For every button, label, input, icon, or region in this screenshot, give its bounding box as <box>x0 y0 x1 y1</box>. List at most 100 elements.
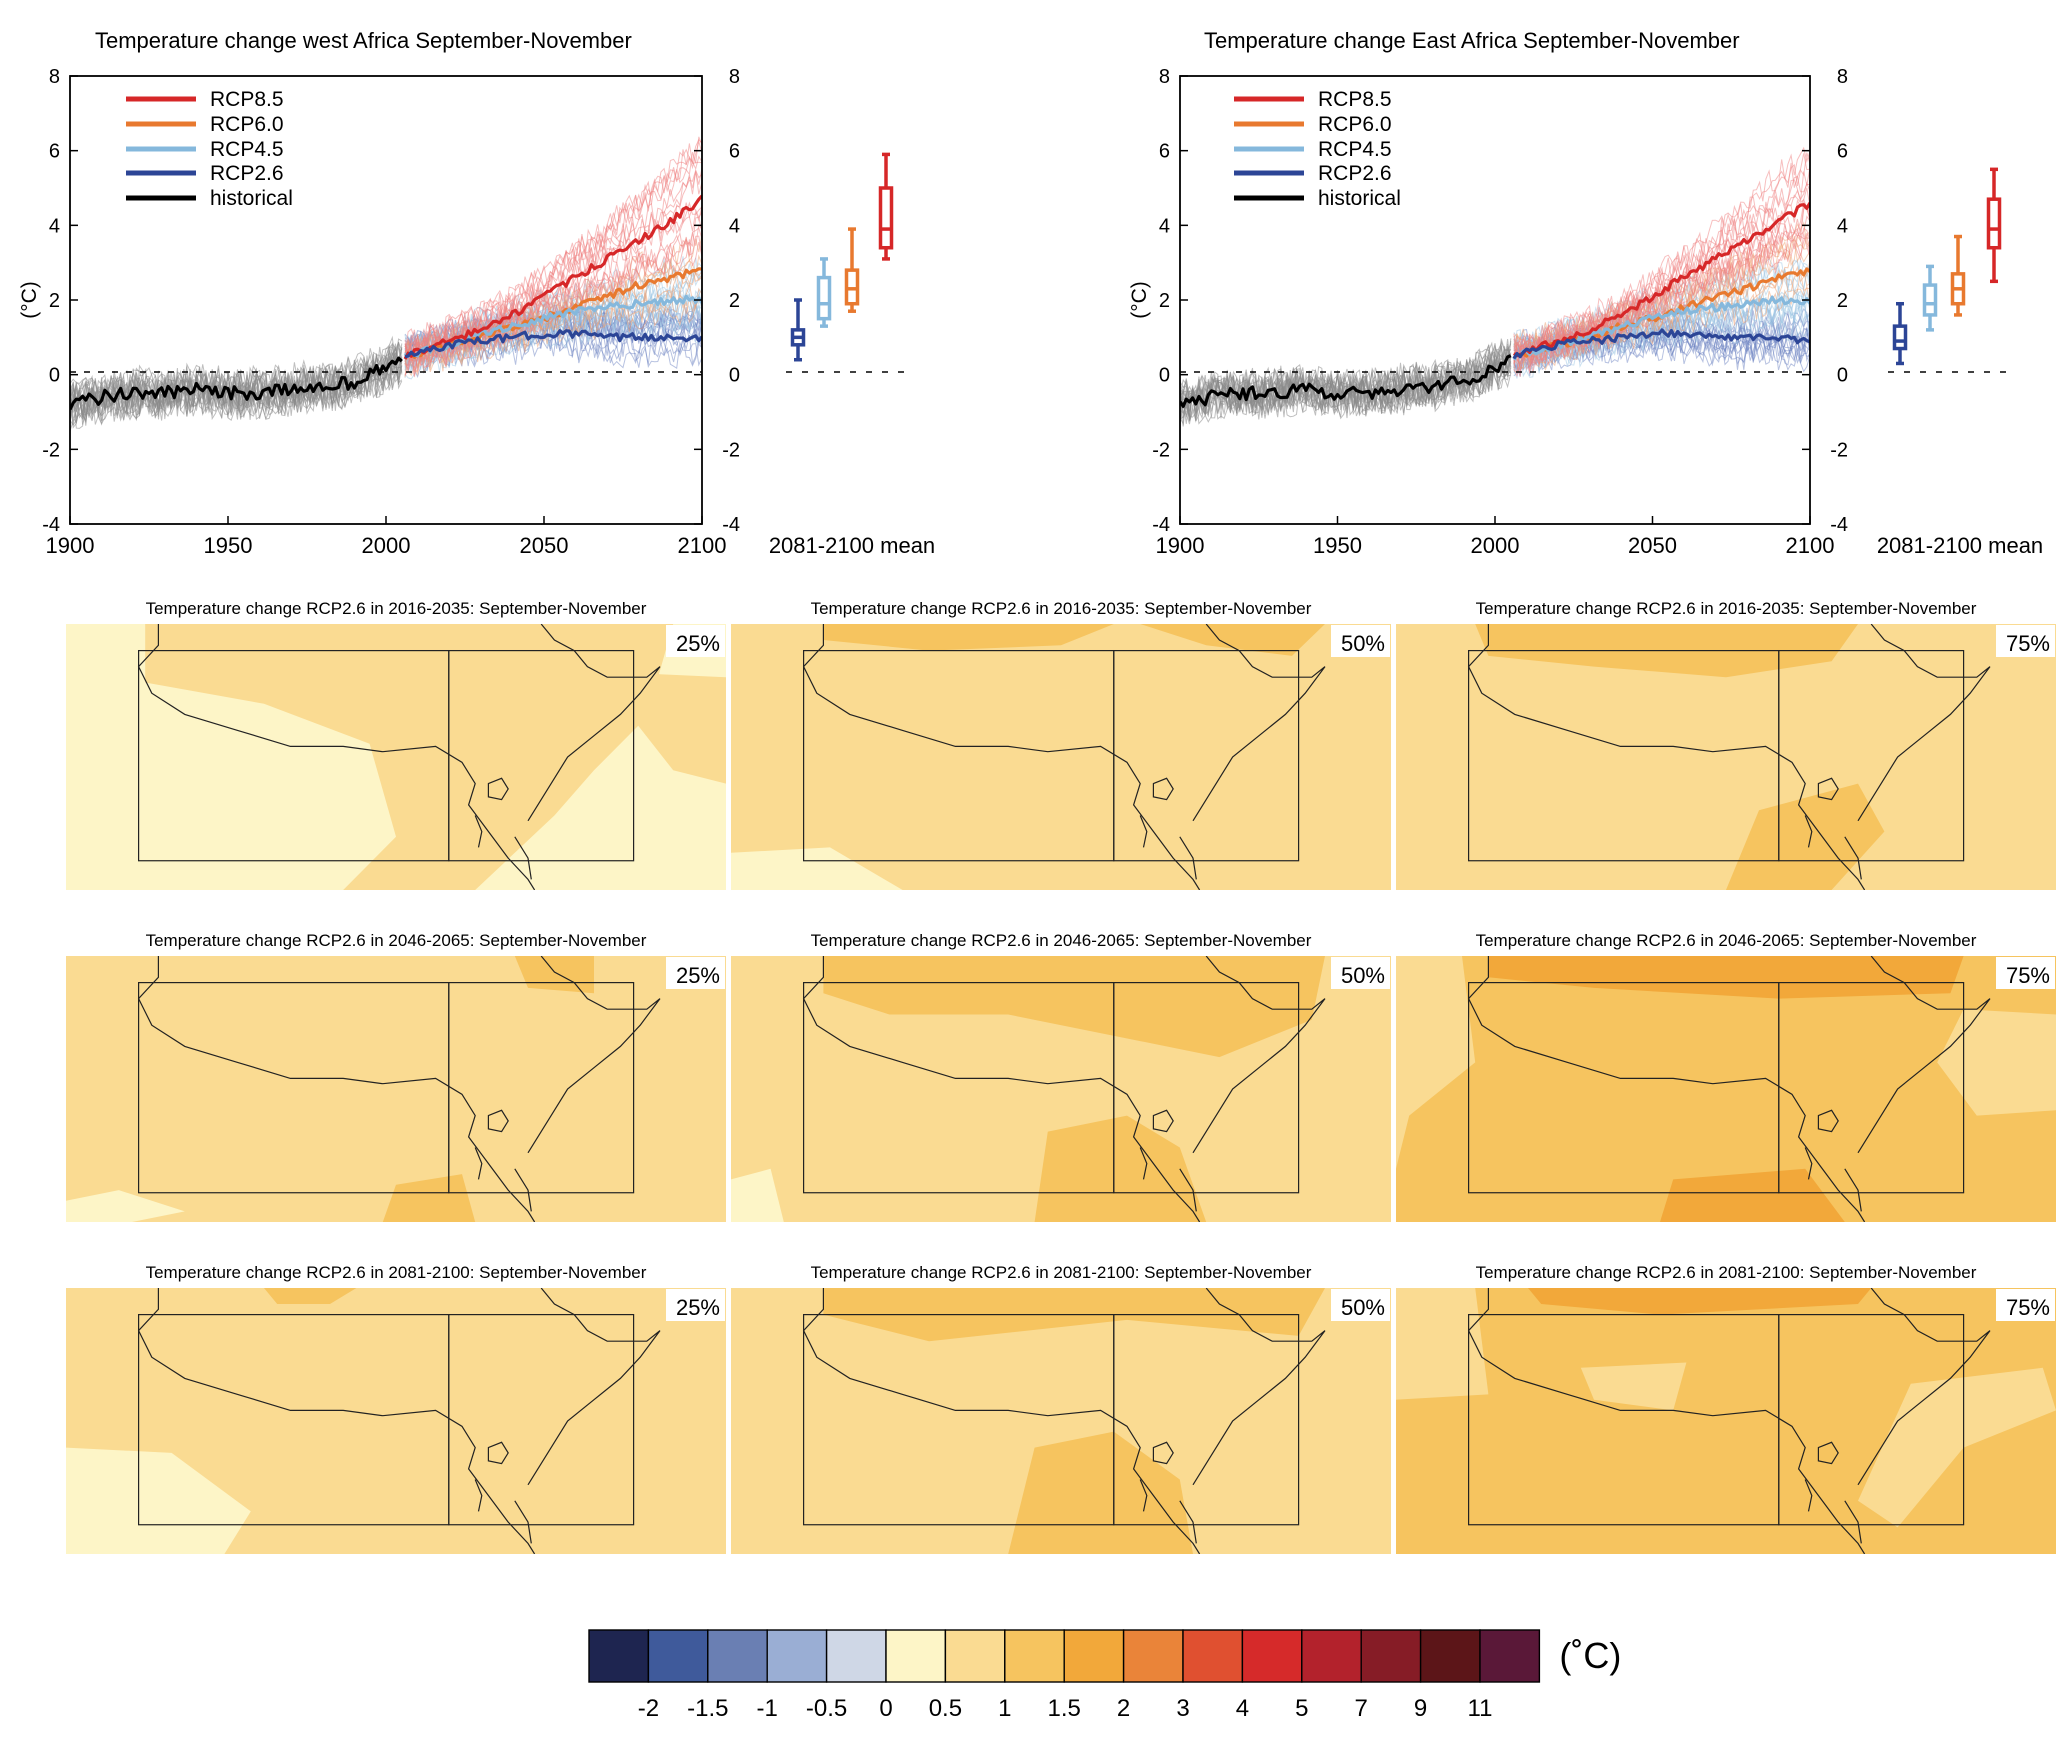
legend-label-historical: historical <box>1318 187 1401 210</box>
coastline <box>1467 624 1866 890</box>
x-tick-label: 2000 <box>362 533 411 558</box>
map-contour-region <box>1858 1367 2056 1528</box>
map-grid: Temperature change RCP2.6 in 2016-2035: … <box>66 599 2056 1554</box>
coastline <box>1857 956 1991 1154</box>
lake-outline <box>1817 777 1839 801</box>
colorbar-tick-label: -1 <box>757 1695 778 1722</box>
coastline <box>1857 1288 1991 1486</box>
lake-outline <box>1139 815 1148 848</box>
y-tick-label-right: 6 <box>729 141 740 163</box>
y-tick-label: 4 <box>49 215 60 237</box>
map-contour-region <box>1937 1009 2056 1116</box>
colorbar-tick-label: 9 <box>1414 1695 1427 1722</box>
map-title: Temperature change RCP2.6 in 2081-2100: … <box>1476 1263 1977 1282</box>
lake-outline <box>1179 836 1197 880</box>
lake-outline <box>487 777 509 801</box>
map-contour-region <box>823 624 1114 651</box>
lake-outline <box>1179 1500 1197 1544</box>
box-iqr <box>1986 197 2002 250</box>
map-field <box>731 624 1391 890</box>
chart-title: Temperature change East Africa September… <box>1204 28 1740 53</box>
boxplot-rcp85 <box>1986 167 2002 284</box>
map-panel: Temperature change RCP2.6 in 2081-2100: … <box>66 1263 726 1554</box>
percentile-label: 25% <box>676 1295 720 1320</box>
map-field <box>66 956 726 1222</box>
colorbar-swatch <box>707 1629 768 1683</box>
legend-label-rcp26: RCP2.6 <box>210 162 284 185</box>
box-iqr <box>816 275 832 321</box>
map-contour-region <box>1140 624 1325 656</box>
boxplot-rcp45 <box>816 257 832 328</box>
colorbar-tick-label: 0 <box>879 1695 892 1722</box>
colorbar-swatch <box>1360 1629 1422 1683</box>
map-field <box>1396 956 2056 1222</box>
y-tick-label: 0 <box>49 365 60 387</box>
y-tick-label-right: 8 <box>729 66 740 88</box>
ensemble-member-rcp85 <box>1513 233 1810 373</box>
map-contour-region <box>514 956 594 994</box>
coastline <box>527 1288 661 1486</box>
lake-outline <box>1804 815 1813 848</box>
legend-label-historical: historical <box>210 187 293 210</box>
y-tick-label: 2 <box>1159 290 1170 312</box>
map-contour-region <box>731 847 903 890</box>
coastline <box>137 1288 536 1554</box>
percentile-label-background <box>1331 1289 1390 1321</box>
colorbar-swatch <box>1122 1629 1184 1683</box>
y-tick-label: 6 <box>49 141 60 163</box>
lake-outline <box>1179 1168 1197 1212</box>
map-panel: Temperature change RCP2.6 in 2016-2035: … <box>66 599 726 890</box>
percentile-label: 50% <box>1341 1295 1385 1320</box>
model-ensemble-lines <box>70 136 702 432</box>
lake-outline <box>474 1147 483 1180</box>
map-title: Temperature change RCP2.6 in 2081-2100: … <box>811 1263 1312 1282</box>
region-box-east <box>1113 981 1300 1194</box>
model-ensemble-lines <box>1180 146 1810 427</box>
box-iqr <box>1922 283 1938 317</box>
coastline <box>802 624 1201 890</box>
y-tick-label-right: 2 <box>1837 290 1848 312</box>
percentile-label-background <box>666 957 725 989</box>
map-contour-region <box>1488 956 1964 999</box>
percentile-label: 75% <box>2006 963 2050 988</box>
map-panel: Temperature change RCP2.6 in 2046-2065: … <box>1396 931 2056 1222</box>
y-tick-label: -4 <box>1152 514 1170 536</box>
colorbar-tick-label: 3 <box>1176 1695 1189 1722</box>
lake-outline <box>1139 1479 1148 1512</box>
map-contour-region <box>66 1447 251 1554</box>
percentile-label-background <box>1996 957 2055 989</box>
map-contour-region <box>1726 783 1885 890</box>
lake-outline <box>1139 1147 1148 1180</box>
colorbar-tick-label: 7 <box>1355 1695 1368 1722</box>
percentile-label: 50% <box>1341 631 1385 656</box>
region-box-east <box>1778 981 1965 1194</box>
coastline <box>1192 624 1326 822</box>
y-tick-label: -2 <box>42 439 60 461</box>
colorbar-tick-label: -0.5 <box>806 1695 847 1722</box>
map-panel: Temperature change RCP2.6 in 2081-2100: … <box>1396 1263 2056 1554</box>
legend: RCP8.5 RCP6.0 RCP4.5 RCP2.6 historical <box>1234 88 1401 210</box>
coastline <box>137 956 536 1222</box>
region-box-east <box>448 981 635 1194</box>
legend-label-rcp45: RCP4.5 <box>1318 138 1392 161</box>
series-lines <box>70 194 702 411</box>
colorbar-tick-label: -2 <box>638 1695 659 1722</box>
boxplot-rcp85 <box>878 152 894 261</box>
map-field <box>731 956 1391 1222</box>
map-contour-region <box>1396 1288 1489 1400</box>
lake-outline <box>487 1441 509 1465</box>
coastline <box>1192 956 1326 1154</box>
map-panel: Temperature change RCP2.6 in 2016-2035: … <box>731 599 1391 890</box>
map-contour-region <box>1528 1288 1872 1315</box>
map-title: Temperature change RCP2.6 in 2016-2035: … <box>811 599 1312 618</box>
y-tick-label-right: 0 <box>729 365 740 387</box>
series-line-rcp85 <box>403 194 702 360</box>
coastline <box>1467 956 1866 1222</box>
y-tick-label-right: 2 <box>729 290 740 312</box>
box-axis-label: 2081-2100 mean <box>769 533 935 558</box>
box-axis-label: 2081-2100 mean <box>1877 533 2043 558</box>
colorbar-swatch <box>944 1629 1006 1683</box>
coastline <box>137 624 536 890</box>
y-tick-label: 0 <box>1159 365 1170 387</box>
coastline <box>527 956 661 1154</box>
